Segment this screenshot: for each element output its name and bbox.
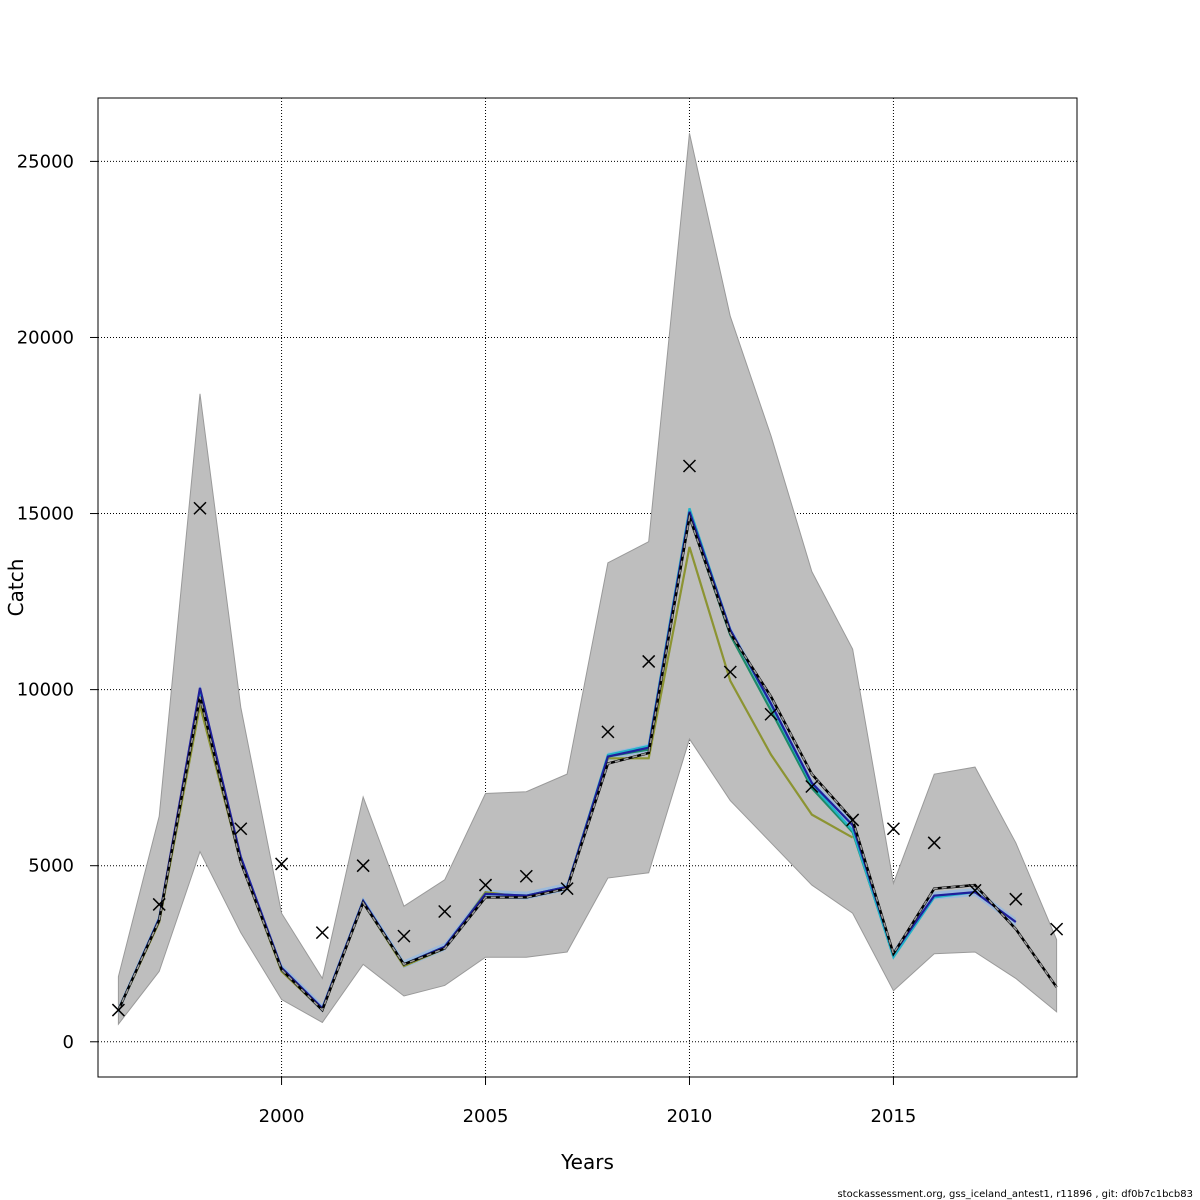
observed-point-stroke <box>886 822 900 836</box>
observed-point-stroke <box>1009 892 1023 906</box>
observed-point-stroke <box>601 725 615 739</box>
observed-point <box>234 822 248 836</box>
footer-credit: stockassessment.org, gss_iceland_antest1… <box>837 1189 1193 1200</box>
y-axis-title: Catch <box>4 559 28 617</box>
confidence-band-area <box>117 133 1058 1026</box>
x-tick-label: 2005 <box>463 1106 509 1127</box>
observed-point <box>682 459 697 473</box>
observed-point <box>397 929 411 943</box>
y-tick-label: 0 <box>63 1032 74 1053</box>
observed-point <box>601 725 615 739</box>
observed-point-stroke <box>234 822 248 836</box>
y-tick-label: 25000 <box>17 151 74 172</box>
y-tick-label: 5000 <box>28 856 74 877</box>
x-tick-label: 2000 <box>259 1106 305 1127</box>
observed-point-stroke <box>805 779 819 793</box>
observed-point-stroke <box>275 857 289 871</box>
observed-point <box>560 882 574 896</box>
observed-point <box>886 822 900 836</box>
observed-point-stroke <box>560 882 574 896</box>
observed-point <box>519 869 533 883</box>
observed-point <box>438 904 452 919</box>
observed-point-stroke <box>723 665 737 679</box>
observed-point <box>764 707 778 721</box>
series-lines <box>117 507 1058 1013</box>
y-tick-label: 10000 <box>17 680 74 701</box>
observed-point <box>1009 892 1023 906</box>
observed-point <box>968 883 982 897</box>
observed-point <box>642 654 656 668</box>
observed-point-stroke <box>764 707 778 721</box>
observed-point-stroke <box>478 878 493 892</box>
observed-point <box>927 836 941 850</box>
observed-point-stroke <box>193 501 207 515</box>
observed-point <box>846 813 860 827</box>
observed-points <box>111 459 1064 1017</box>
axis-ticks: 2000 2005 2010 2015 0 5000 10000 15000 20000 2500… <box>17 151 917 1127</box>
observed-point-stroke <box>927 836 941 850</box>
y-tick-label: 15000 <box>17 504 74 525</box>
observed-point-stroke <box>1050 922 1064 936</box>
observed-point-stroke <box>846 813 860 827</box>
observed-point <box>193 501 207 515</box>
observed-point <box>356 859 370 873</box>
series-line-black-dash <box>117 514 1058 1012</box>
observed-point <box>111 1003 125 1017</box>
observed-point-stroke <box>438 904 452 919</box>
observed-point <box>805 779 819 793</box>
observed-point <box>152 897 166 911</box>
observed-point <box>478 878 493 892</box>
observed-point-stroke <box>397 929 411 943</box>
observed-point-stroke <box>152 897 166 911</box>
y-tick-label: 20000 <box>17 327 74 348</box>
x-tick-label: 2010 <box>667 1106 713 1127</box>
confidence-band <box>117 133 1058 1026</box>
observed-point <box>723 665 737 679</box>
x-tick-label: 2015 <box>871 1106 917 1127</box>
plot-frame <box>97 97 1078 1078</box>
observed-point <box>1050 922 1064 936</box>
observed-point-stroke <box>356 859 370 873</box>
observed-point <box>315 926 329 940</box>
observed-point <box>275 857 289 871</box>
observed-point-stroke <box>315 926 329 940</box>
observed-point-stroke <box>642 654 656 668</box>
observed-point-stroke <box>519 869 533 883</box>
x-axis-title: Years <box>560 1150 614 1174</box>
observed-point-stroke <box>111 1003 125 1017</box>
observed-point-stroke <box>682 459 697 473</box>
observed-point-stroke <box>968 883 982 897</box>
